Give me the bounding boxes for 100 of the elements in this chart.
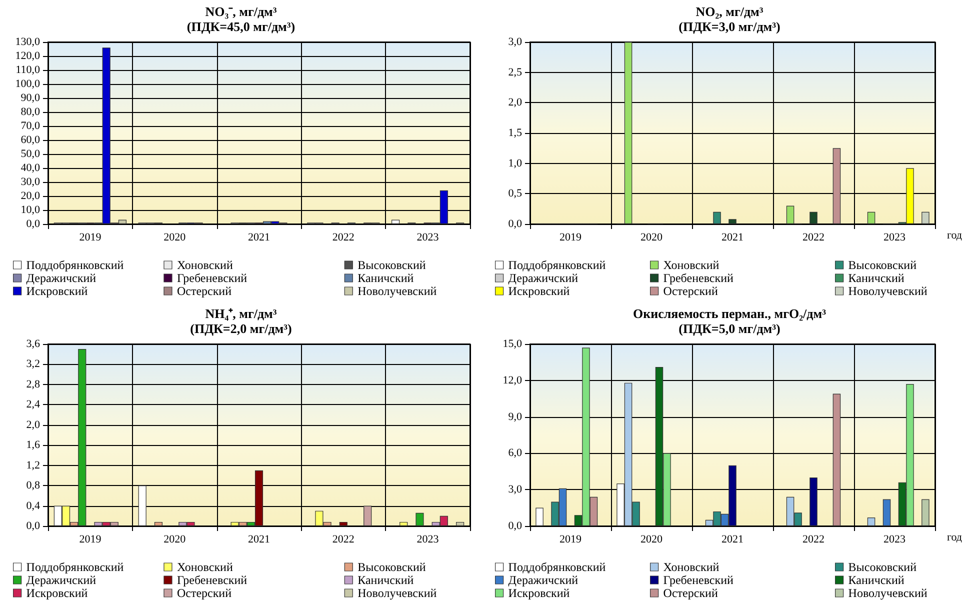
y-tick-label: 2,0 <box>508 96 522 109</box>
bar <box>713 212 721 224</box>
x-tick-label: 2022 <box>802 534 824 546</box>
y-tick-label: 1,5 <box>508 127 522 139</box>
y-tick-label: 3,0 <box>508 36 522 48</box>
y-tick-label: 0,5 <box>508 188 522 200</box>
y-tick-label: 2,4 <box>26 398 40 411</box>
legend-label: Хоновский <box>176 560 234 574</box>
chart-title: Окисляемость перман., мгO₂/дм³ <box>633 306 826 321</box>
y-tick-label: 0,0 <box>508 218 522 230</box>
y-tick-label: 60,0 <box>20 134 40 146</box>
legend-label: Высоковский <box>358 560 426 574</box>
y-tick-label: 2,5 <box>508 66 522 78</box>
legend-label: Деражичский <box>508 271 579 285</box>
y-tick-label: 2,0 <box>26 418 40 431</box>
legend-label: Новолучевский <box>358 284 438 298</box>
legend-label: Каничский <box>848 573 905 587</box>
y-tick-label: 80,0 <box>20 106 40 118</box>
legend-label: Остерский <box>663 284 718 298</box>
legend-label: Гребеневский <box>176 271 248 285</box>
y-tick-label: 0,0 <box>26 520 40 532</box>
legend-label: Искровский <box>26 284 88 298</box>
x-tick-label: 2022 <box>332 534 354 546</box>
y-tick-label: 3,6 <box>26 338 40 350</box>
bar <box>400 522 408 526</box>
chart-subtitle: (ПДК=3,0 мг/дм³) <box>678 19 780 34</box>
legend-label: Хоновский <box>663 258 720 272</box>
bar <box>867 212 876 224</box>
legend-label: Поддобрянковский <box>26 560 124 574</box>
chart-title: NH₄⁺, мг/дм³ <box>205 306 277 321</box>
legend-label: Деражичский <box>26 573 97 587</box>
x-tick-label: 2021 <box>248 534 270 546</box>
bar <box>810 477 818 526</box>
y-tick-label: 20,0 <box>20 190 40 202</box>
bar <box>364 506 372 526</box>
bar <box>922 212 930 224</box>
x-tick-label: 2021 <box>722 534 744 546</box>
y-tick-label: 1,0 <box>508 157 522 170</box>
y-tick-label: 1,6 <box>26 439 40 452</box>
y-tick-label: 0,0 <box>508 520 522 532</box>
legend-label: Поддобрянковский <box>26 258 124 272</box>
legend-label: Остерский <box>176 284 232 298</box>
x-tick-label: 2022 <box>332 232 354 244</box>
bar <box>832 148 841 224</box>
chart-title: NO₂, мг/дм³ <box>696 4 764 19</box>
x-tick-label: 2023 <box>884 534 906 546</box>
y-tick-label: 15,0 <box>502 338 522 350</box>
bar <box>536 508 544 526</box>
x-tick-label: 2020 <box>640 232 663 244</box>
y-tick-label: 3,2 <box>26 358 40 370</box>
legend-label: Каничский <box>848 271 905 285</box>
bar <box>456 522 464 526</box>
legend-label: Новолучевский <box>848 284 928 298</box>
legend-label: Новолучевский <box>848 586 928 600</box>
legend-label: Гребеневский <box>663 271 734 285</box>
bar <box>867 518 876 526</box>
x-tick-label: 2023 <box>416 534 440 546</box>
y-tick-label: 70,0 <box>20 120 40 132</box>
bar <box>392 220 400 224</box>
y-tick-label: 40,0 <box>20 162 40 174</box>
legend-label: Каничский <box>358 573 414 587</box>
x-tick-label: 2019 <box>79 534 102 546</box>
y-tick-label: 30,0 <box>20 176 40 188</box>
legend-label: Хоновский <box>663 560 720 574</box>
x-tick-label: 2020 <box>164 534 186 546</box>
x-axis-title: год <box>947 532 962 544</box>
legend-label: Гребеневский <box>176 573 248 587</box>
y-tick-label: 0,0 <box>26 218 40 230</box>
y-tick-label: 90,0 <box>20 92 40 104</box>
chart-subtitle: (ПДК=2,0 мг/дм³) <box>190 321 292 336</box>
bar <box>138 486 146 526</box>
x-tick-label: 2022 <box>802 232 824 244</box>
legend-label: Высоковский <box>848 258 918 272</box>
bar <box>922 499 930 526</box>
legend-label: Высоковский <box>358 258 426 272</box>
bar <box>154 522 163 526</box>
bar <box>416 512 424 526</box>
y-tick-label: 50,0 <box>20 148 40 160</box>
chart-subtitle: (ПДК=45,0 мг/дм³) <box>186 19 296 34</box>
y-tick-label: 120,0 <box>15 50 40 62</box>
y-tick-label: 0,4 <box>26 500 40 512</box>
y-tick-label: 1,2 <box>26 459 40 472</box>
y-tick-label: 3,0 <box>508 484 522 496</box>
legend-label: Новолучевский <box>358 586 438 600</box>
y-tick-label: 9,0 <box>508 410 522 423</box>
chart-title: NO₃⁻, мг/дм³ <box>205 4 277 19</box>
y-tick-label: 110,0 <box>16 64 40 76</box>
x-tick-label: 2021 <box>248 232 270 244</box>
y-tick-label: 10,0 <box>20 204 40 216</box>
x-tick-label: 2020 <box>640 534 663 546</box>
legend-label: Деражичский <box>26 271 97 285</box>
legend-label: Остерский <box>663 586 718 600</box>
x-tick-label: 2019 <box>79 232 102 244</box>
legend-label: Поддобрянковский <box>508 560 606 574</box>
bar <box>339 522 348 526</box>
x-tick-label: 2019 <box>560 534 582 546</box>
y-tick-label: 0,8 <box>26 480 40 492</box>
bar <box>728 219 736 224</box>
y-tick-label: 130,0 <box>15 36 40 48</box>
legend-label: Остерский <box>176 586 232 600</box>
